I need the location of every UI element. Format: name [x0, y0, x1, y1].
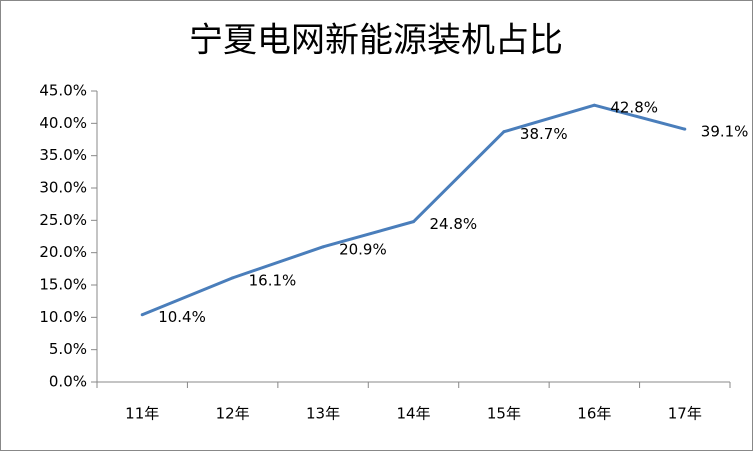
- point: [231, 276, 235, 280]
- x-tick-label: 11年: [125, 405, 159, 423]
- chart-title: 宁夏电网新能源装机占比: [189, 21, 563, 61]
- y-tick-label: 30.0%: [39, 179, 87, 197]
- data-label: 42.8%: [610, 99, 658, 117]
- point: [502, 130, 506, 134]
- x-tick-label: 13年: [306, 405, 340, 423]
- x-tick-label: 17年: [668, 405, 702, 423]
- data-label: 10.4%: [158, 308, 206, 326]
- y-tick-label: 45.0%: [39, 82, 87, 100]
- data-label: 24.8%: [430, 215, 478, 233]
- y-tick-label: 10.0%: [39, 308, 87, 326]
- x-tick-label: 12年: [216, 405, 250, 423]
- x-tick-label: 16年: [577, 405, 611, 423]
- point: [592, 103, 596, 107]
- x-tick-label: 15年: [487, 405, 521, 423]
- data-label: 39.1%: [701, 123, 749, 141]
- y-tick-label: 40.0%: [39, 114, 87, 132]
- data-label: 20.9%: [339, 240, 387, 258]
- y-tick-label: 25.0%: [39, 211, 87, 229]
- y-tick-label: 20.0%: [39, 243, 87, 261]
- y-tick-label: 35.0%: [39, 146, 87, 164]
- point: [412, 220, 415, 224]
- y-tick-label: 5.0%: [49, 340, 87, 358]
- y-tick-label: 15.0%: [39, 276, 87, 294]
- y-tick-label: 0.0%: [49, 373, 87, 391]
- data-label: 16.1%: [249, 271, 297, 289]
- x-tick-label: 14年: [396, 405, 430, 423]
- point: [140, 313, 144, 317]
- point: [321, 245, 325, 249]
- point: [683, 127, 687, 131]
- data-label: 38.7%: [520, 125, 568, 143]
